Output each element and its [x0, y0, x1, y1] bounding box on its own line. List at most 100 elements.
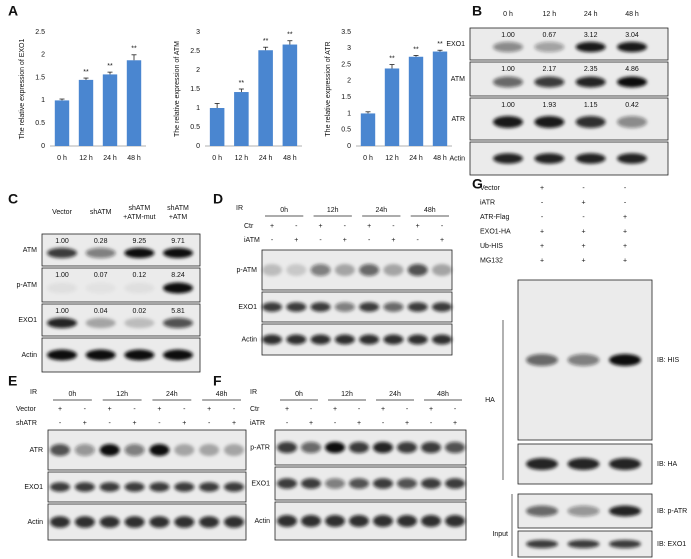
row-label: EXO1: [238, 304, 257, 311]
sign: +: [440, 237, 444, 244]
sign: -: [310, 406, 313, 413]
row-label: Actin: [21, 352, 37, 359]
condition-label: iATR: [480, 199, 495, 206]
band: [421, 441, 441, 454]
sign: +: [391, 237, 395, 244]
band: [301, 515, 321, 527]
sign: +: [453, 420, 457, 427]
band: [334, 264, 355, 276]
y-tick-label: 2.5: [341, 61, 351, 68]
sign: +: [381, 406, 385, 413]
significance: **: [389, 55, 395, 62]
sign: +: [285, 406, 289, 413]
band: [149, 444, 170, 456]
sign: +: [133, 420, 137, 427]
timepoint: 12h: [341, 391, 353, 398]
sign: +: [319, 223, 323, 230]
bar: [126, 60, 142, 146]
sign: -: [441, 223, 444, 230]
y-tick-label: 0.5: [190, 124, 200, 131]
sign: +: [108, 406, 112, 413]
band: [373, 515, 393, 527]
significance: **: [107, 63, 113, 70]
band: [47, 349, 77, 361]
sign: -: [133, 406, 136, 413]
band: [609, 539, 641, 549]
row-label: EXO1: [24, 484, 43, 491]
band: [617, 41, 647, 53]
band: [277, 478, 297, 489]
column-header: 48 h: [625, 11, 639, 18]
x-tick-label: 48 h: [283, 155, 297, 162]
band: [534, 41, 565, 53]
timepoint: 0h: [280, 207, 288, 214]
band: [407, 334, 428, 345]
sign: +: [623, 257, 627, 264]
sign: -: [183, 406, 186, 413]
x-tick-label: 12 h: [235, 155, 249, 162]
y-tick-label: 1.5: [35, 74, 45, 81]
band: [224, 444, 244, 456]
band: [50, 444, 70, 456]
panel-label: E: [8, 373, 17, 389]
band: [526, 505, 558, 517]
band: [383, 334, 404, 345]
panel-label: D: [213, 191, 223, 207]
row-label: Actin: [449, 155, 465, 162]
band: [325, 515, 345, 527]
band: [174, 516, 195, 528]
bar: [384, 68, 400, 146]
band: [149, 516, 170, 528]
sign: -: [541, 214, 544, 221]
band: [373, 478, 393, 489]
band: [85, 317, 116, 329]
y-tick-label: 2: [196, 67, 200, 74]
quant-value: 1.15: [584, 102, 598, 109]
row-label: p-ATM: [237, 267, 258, 274]
y-tick-label: 0: [347, 143, 351, 150]
band: [526, 458, 558, 470]
band: [174, 444, 195, 456]
band: [421, 515, 441, 527]
significance: **: [239, 80, 245, 87]
quant-value: 9.25: [133, 238, 147, 245]
band: [493, 76, 523, 88]
y-tick-label: 0: [196, 143, 200, 150]
x-tick-label: 48 h: [127, 155, 141, 162]
band: [124, 482, 145, 492]
y-tick-label: 2.5: [35, 29, 45, 36]
band: [567, 354, 600, 366]
sign: +: [623, 228, 627, 235]
sign: -: [624, 199, 627, 206]
x-tick-label: 24 h: [103, 155, 117, 162]
band: [617, 116, 647, 128]
row-label: IB: p-ATR: [657, 508, 687, 515]
quant-value: 0.42: [625, 102, 639, 109]
sign: +: [405, 420, 409, 427]
band: [609, 458, 641, 470]
sign: +: [623, 214, 627, 221]
band: [124, 282, 155, 294]
x-tick-label: 24 h: [409, 155, 423, 162]
sign: -: [392, 223, 395, 230]
band: [575, 153, 606, 164]
sign: -: [624, 185, 627, 192]
y-tick-label: 2: [347, 78, 351, 85]
x-tick-label: 12 h: [385, 155, 399, 162]
sign: +: [270, 223, 274, 230]
quant-value: 2.35: [584, 66, 598, 73]
sign: -: [286, 420, 289, 427]
sign: -: [84, 406, 87, 413]
band: [534, 153, 565, 164]
band: [124, 516, 145, 528]
sign: +: [58, 406, 62, 413]
y-tick-label: 0.5: [341, 127, 351, 134]
band: [493, 41, 523, 53]
sign: -: [295, 223, 298, 230]
quant-value: 0.02: [133, 308, 147, 315]
bar: [408, 56, 424, 146]
band: [163, 317, 193, 329]
y-tick-label: 1: [196, 105, 200, 112]
bar: [432, 51, 448, 146]
